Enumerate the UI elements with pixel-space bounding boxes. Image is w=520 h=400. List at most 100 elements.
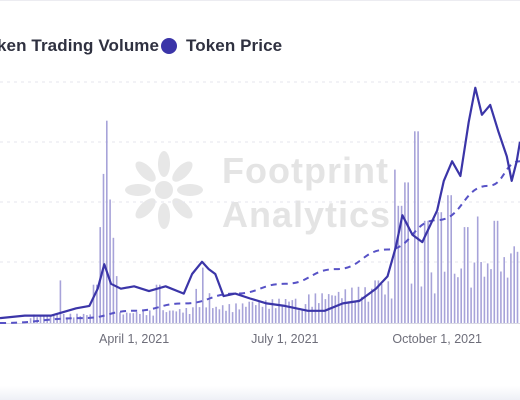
volume-bar [344, 289, 347, 323]
x-tick-label: April 1, 2021 [99, 332, 169, 346]
volume-bar [437, 212, 439, 323]
volume-bar [122, 314, 125, 323]
volume-bar [364, 287, 366, 323]
volume-bar [271, 299, 274, 323]
volume-bar [367, 301, 370, 323]
volume-bar [387, 281, 390, 323]
volume-bar [294, 298, 297, 323]
volume-bar [397, 205, 400, 323]
volume-bar [347, 301, 350, 323]
volume-bar [106, 120, 108, 323]
volume-bar [460, 268, 462, 323]
volume-bars [29, 120, 519, 323]
volume-bar [361, 296, 363, 323]
volume-bar [334, 295, 337, 323]
volume-bar [112, 237, 115, 323]
volume-bar [404, 182, 406, 323]
volume-bar [351, 287, 353, 323]
volume-bar [308, 294, 310, 323]
volume-bar [218, 309, 221, 323]
volume-bar [142, 311, 144, 323]
volume-bar [53, 315, 55, 323]
volume-bar [453, 273, 456, 323]
volume-bar [202, 267, 204, 323]
volume-bar [162, 310, 164, 323]
volume-bar [430, 272, 433, 323]
volume-bar [99, 227, 101, 323]
volume-bar [414, 131, 416, 323]
volume-bar [304, 304, 307, 323]
volume-bar [427, 220, 429, 323]
volume-bar [480, 262, 482, 323]
volume-bar [178, 309, 181, 323]
volume-bar [175, 311, 178, 323]
volume-bar [371, 288, 373, 323]
volume-bar [281, 304, 284, 323]
volume-bar [278, 298, 280, 323]
volume-bar [265, 300, 267, 323]
legend-swatch-token-price [161, 38, 177, 54]
volume-bar [400, 205, 403, 323]
volume-bar [337, 291, 340, 323]
volume-bar [198, 307, 201, 323]
volume-bar [291, 300, 294, 323]
volume-bar [39, 314, 42, 323]
volume-bar [195, 288, 197, 323]
volume-bar [357, 286, 360, 323]
volume-bar [86, 315, 88, 323]
volume-bar [311, 306, 313, 323]
volume-bar [241, 303, 244, 323]
volume-bar [139, 314, 141, 323]
volume-bar [231, 312, 234, 323]
volume-bar [92, 284, 95, 323]
volume-bar [483, 276, 486, 323]
volume-bar [82, 313, 85, 323]
volume-bar [341, 298, 343, 323]
volume-bar [440, 212, 443, 323]
chart-gridlines [0, 81, 520, 324]
volume-bar [301, 310, 303, 323]
x-axis-ticks: April 1, 2021 July 1, 2021 October 1, 2021 [99, 332, 482, 346]
volume-bar [245, 306, 247, 323]
volume-bar [145, 315, 148, 323]
volume-bar [298, 310, 300, 323]
volume-bar [215, 306, 217, 323]
volume-bar [463, 227, 466, 323]
volume-bar [420, 286, 423, 323]
volume-bar [321, 293, 323, 323]
volume-bar [115, 276, 118, 323]
volume-bar [443, 271, 446, 323]
volume-bar [155, 284, 158, 323]
volume-bar [274, 308, 277, 323]
volume-bar [384, 294, 386, 323]
volume-bar [188, 314, 191, 323]
volume-bar [318, 303, 320, 323]
volume-bar [447, 195, 449, 323]
volume-bar [238, 309, 241, 323]
volume-bar [486, 263, 489, 323]
volume-bar [284, 299, 287, 323]
volume-bar [457, 277, 459, 323]
card-bottom-edge [0, 386, 520, 400]
volume-bar [192, 307, 194, 323]
volume-bar [390, 298, 393, 323]
volume-bar [496, 220, 499, 323]
volume-bar [476, 216, 479, 323]
volume-bar [380, 284, 383, 323]
volume-bar [500, 271, 502, 323]
legend-item-token-price[interactable]: Token Price [161, 36, 282, 56]
volume-bar [72, 317, 75, 323]
volume-bar [423, 220, 426, 323]
volume-bar [314, 293, 317, 323]
legend-item-trading-volume[interactable]: ken Trading Volume [0, 36, 159, 56]
legend-label-trading-volume: ken Trading Volume [0, 36, 160, 55]
volume-bar [251, 301, 254, 323]
volume-bar [467, 227, 469, 323]
volume-bar [125, 312, 128, 323]
volume-bar [513, 246, 515, 323]
volume-bar [450, 195, 452, 323]
volume-bar [66, 317, 68, 323]
volume-bar [377, 280, 380, 323]
volume-bar [433, 293, 436, 323]
